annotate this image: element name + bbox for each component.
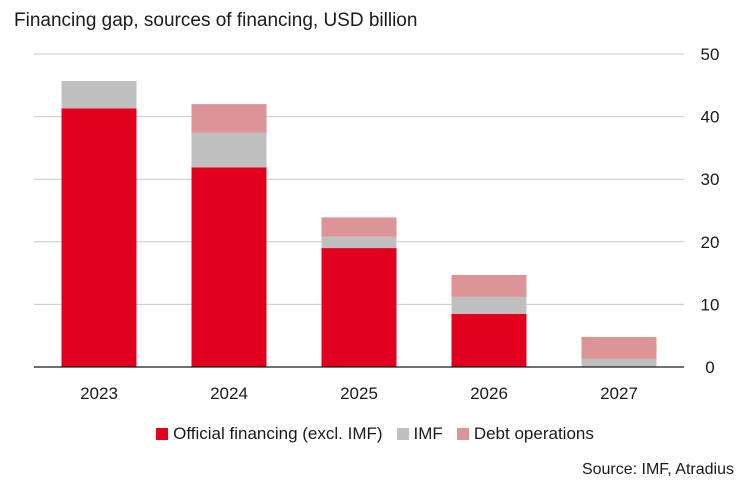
bar-2023-series-1 — [61, 80, 137, 109]
bar-2025-series-2 — [321, 217, 397, 237]
legend-swatch — [156, 427, 169, 440]
y-tick-label: 50 — [701, 45, 720, 64]
y-tick-label: 0 — [705, 358, 714, 377]
legend: Official financing (excl. IMF) IMF Debt op… — [0, 423, 750, 444]
legend-item: Debt operations — [456, 423, 594, 444]
legend-swatch — [396, 427, 409, 440]
legend-item: IMF — [396, 423, 443, 444]
legend-label: Debt operations — [473, 423, 594, 443]
x-tick-label: 2025 — [340, 384, 378, 403]
bar-2024-series-1 — [191, 132, 267, 168]
y-tick-label: 20 — [701, 233, 720, 252]
y-tick-label: 10 — [701, 295, 720, 314]
y-tick-label: 40 — [701, 108, 720, 127]
bar-2026-series-1 — [451, 296, 527, 314]
legend-label: Official financing (excl. IMF) — [173, 423, 383, 443]
source-note: Source: IMF, Atradius — [581, 461, 734, 478]
axes: 0 10 20 30 40 50 2023 2024 2025 2026 2027 — [34, 45, 719, 403]
x-tick-label: 2023 — [80, 384, 118, 403]
x-tick-label: 2024 — [210, 384, 248, 403]
bar-2023-series-0 — [61, 108, 137, 367]
bar-2027-series-2 — [581, 336, 657, 359]
x-tick-label: 2027 — [600, 384, 638, 403]
legend-item: Official financing (excl. IMF) — [156, 423, 383, 444]
bar-2025-series-0 — [321, 248, 397, 367]
bar-2026-series-2 — [451, 274, 527, 297]
legend-label: IMF — [413, 423, 443, 443]
chart-title: Financing gap, sources of financing, USD… — [14, 10, 418, 31]
bar-2027-series-1 — [581, 358, 657, 367]
bar-2024-series-2 — [191, 104, 267, 133]
bar-2026-series-0 — [451, 313, 527, 367]
y-tick-label: 30 — [701, 170, 720, 189]
bar-2024-series-0 — [191, 167, 267, 367]
bar-2025-series-1 — [321, 236, 397, 249]
bars — [61, 80, 657, 367]
legend-swatch — [456, 427, 469, 440]
x-tick-label: 2026 — [470, 384, 508, 403]
